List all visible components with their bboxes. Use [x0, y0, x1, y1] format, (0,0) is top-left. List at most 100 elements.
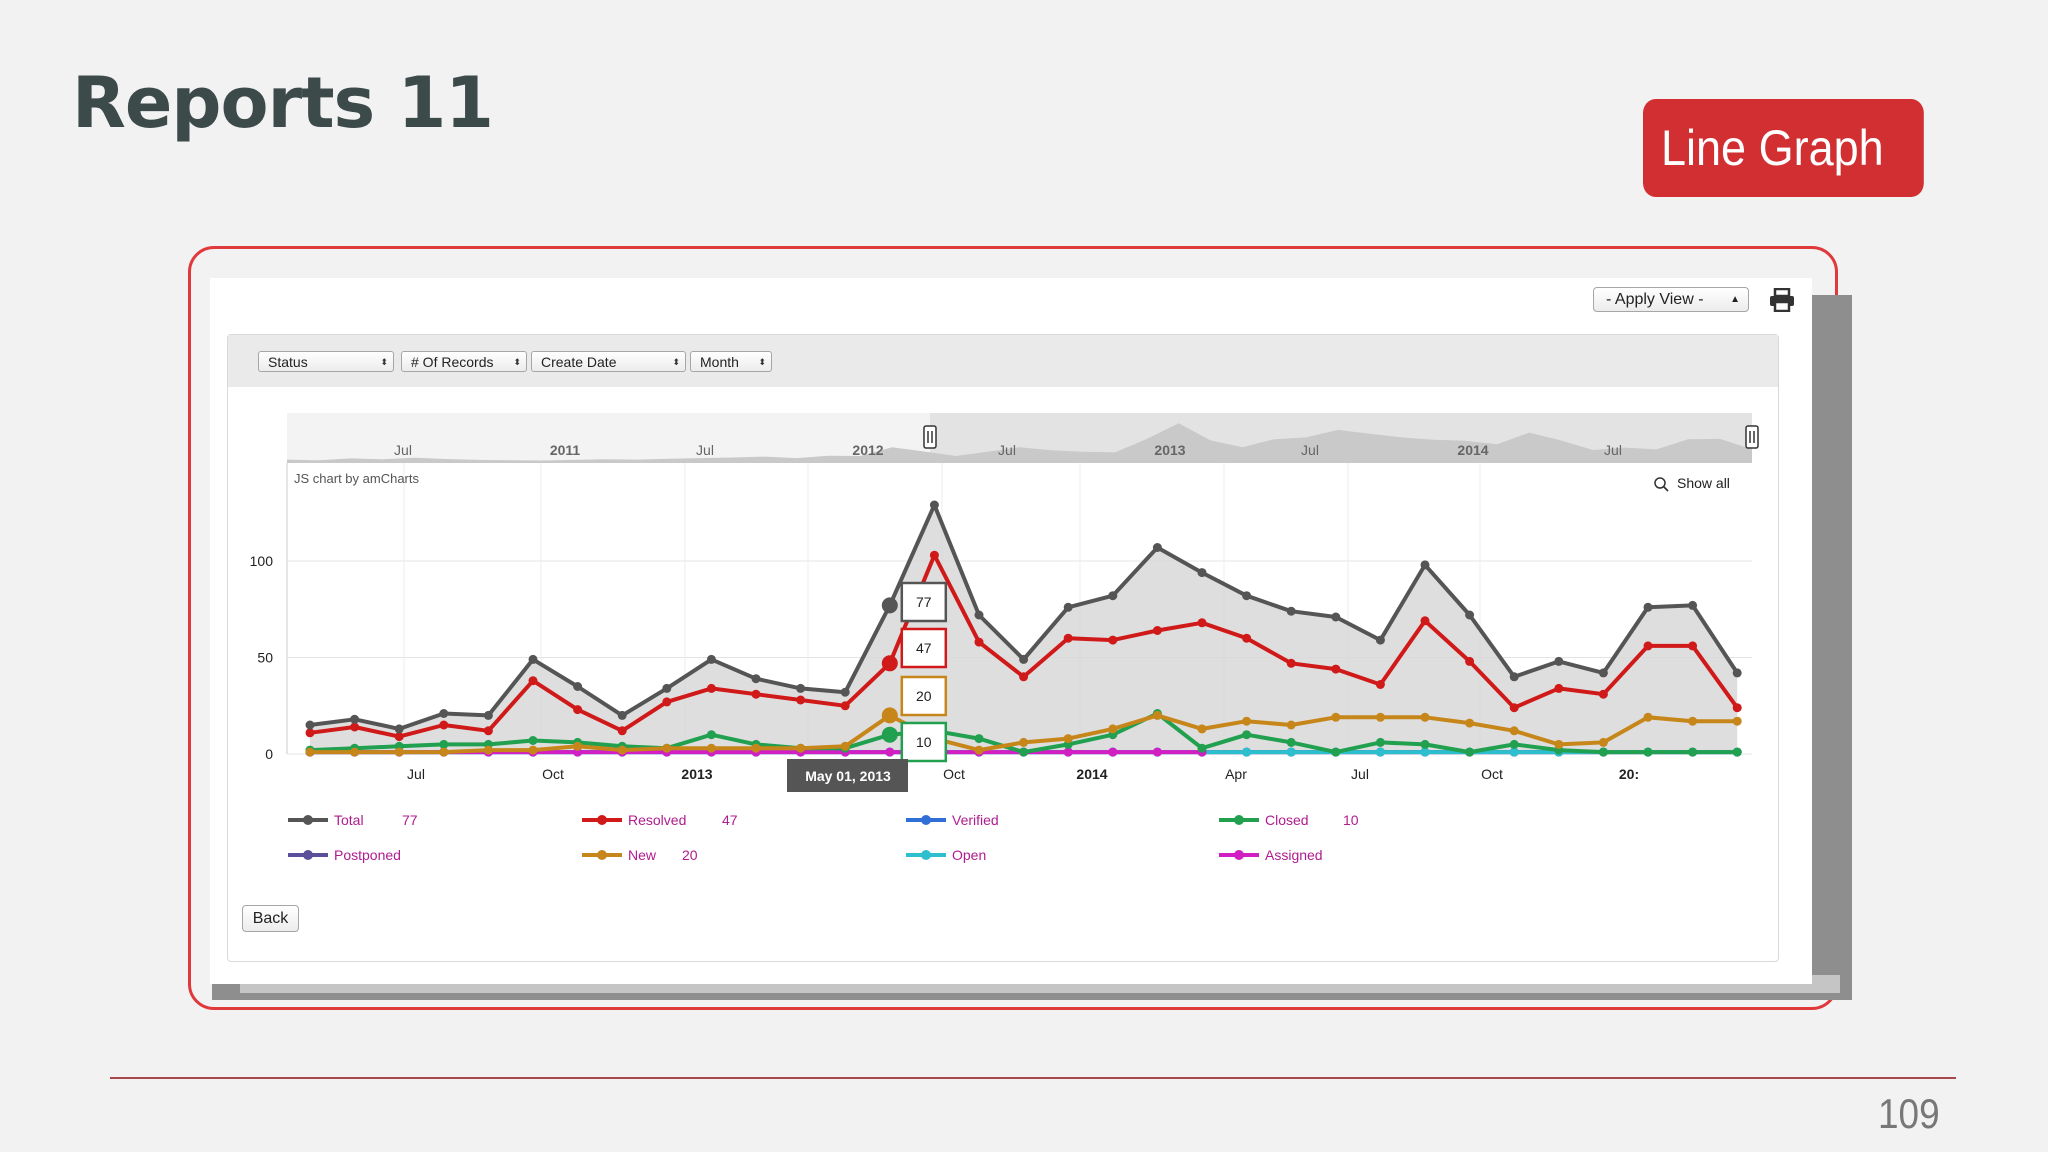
data-point[interactable]: [974, 637, 984, 647]
data-point[interactable]: [706, 730, 716, 740]
data-point[interactable]: [1420, 616, 1430, 626]
data-point[interactable]: [1286, 606, 1296, 616]
data-point[interactable]: [1554, 656, 1564, 666]
data-point[interactable]: [1197, 568, 1207, 578]
data-point[interactable]: [394, 747, 404, 757]
data-point[interactable]: [706, 683, 716, 693]
data-point[interactable]: [1242, 730, 1252, 740]
data-point[interactable]: [662, 683, 672, 693]
data-point[interactable]: [573, 705, 583, 715]
data-point[interactable]: [881, 597, 898, 614]
data-point[interactable]: [885, 747, 895, 757]
data-point[interactable]: [1420, 739, 1430, 749]
data-point[interactable]: [1643, 747, 1653, 757]
data-point[interactable]: [1152, 626, 1162, 635]
chart-credit[interactable]: JS chart by amCharts: [294, 471, 419, 486]
data-point[interactable]: [1554, 739, 1564, 749]
data-point[interactable]: [1509, 703, 1519, 713]
data-point[interactable]: [1465, 610, 1475, 620]
data-point[interactable]: [528, 654, 538, 664]
legend-item-resolved[interactable]: Resolved 47: [582, 812, 738, 828]
data-point[interactable]: [1286, 658, 1296, 668]
legend-item-assigned[interactable]: Assigned: [1219, 847, 1323, 863]
scrollbar-handle-right[interactable]: [1745, 425, 1759, 449]
data-point[interactable]: [974, 745, 984, 755]
data-point[interactable]: [1108, 747, 1118, 757]
data-point[interactable]: [751, 674, 761, 684]
data-point[interactable]: [528, 736, 538, 745]
data-point[interactable]: [840, 701, 850, 711]
data-point[interactable]: [929, 550, 939, 560]
data-point[interactable]: [1643, 641, 1653, 651]
data-point[interactable]: [305, 720, 315, 730]
data-point[interactable]: [1598, 747, 1608, 757]
data-point[interactable]: [1732, 703, 1742, 713]
legend-item-closed[interactable]: Closed 10: [1219, 812, 1359, 828]
data-point[interactable]: [1063, 734, 1073, 744]
data-point[interactable]: [1331, 612, 1341, 622]
chart-scrollbar[interactable]: Jul 2011 Jul 2012 Jul 2013 Jul 2014 Jul: [287, 413, 1759, 463]
data-point[interactable]: [929, 500, 939, 510]
data-point[interactable]: [1197, 724, 1207, 734]
data-point[interactable]: [1375, 712, 1385, 722]
data-point[interactable]: [796, 695, 806, 705]
data-point[interactable]: [706, 743, 716, 753]
data-point[interactable]: [840, 741, 850, 751]
data-point[interactable]: [1331, 747, 1341, 757]
data-point[interactable]: [1152, 710, 1162, 720]
scrollbar-handle-left[interactable]: [923, 425, 937, 449]
data-point[interactable]: [840, 687, 850, 697]
data-point[interactable]: [1688, 641, 1698, 651]
data-point[interactable]: [350, 722, 360, 732]
data-point[interactable]: [573, 682, 583, 691]
data-point[interactable]: [1688, 716, 1698, 726]
data-point[interactable]: [1643, 602, 1653, 612]
data-point[interactable]: [1465, 718, 1475, 728]
data-point[interactable]: [394, 724, 404, 734]
data-point[interactable]: [1019, 747, 1029, 757]
data-point[interactable]: [796, 683, 806, 693]
data-point[interactable]: [1152, 543, 1162, 552]
data-point[interactable]: [1242, 591, 1252, 601]
data-point[interactable]: [974, 734, 984, 744]
data-point[interactable]: [617, 745, 627, 755]
data-point[interactable]: [1420, 560, 1430, 570]
data-point[interactable]: [1242, 716, 1252, 726]
data-point[interactable]: [1286, 720, 1296, 730]
data-point[interactable]: [1554, 683, 1564, 693]
data-point[interactable]: [1509, 726, 1519, 736]
back-button[interactable]: Back: [242, 905, 299, 932]
data-point[interactable]: [1598, 737, 1608, 747]
data-point[interactable]: [881, 726, 898, 743]
data-point[interactable]: [483, 710, 493, 720]
data-point[interactable]: [617, 726, 627, 736]
data-point[interactable]: [1197, 618, 1207, 628]
data-point[interactable]: [1643, 712, 1653, 722]
data-point[interactable]: [1375, 680, 1385, 689]
data-point[interactable]: [1732, 716, 1742, 726]
data-point[interactable]: [1242, 747, 1252, 757]
data-point[interactable]: [1465, 656, 1475, 666]
data-point[interactable]: [617, 710, 627, 720]
data-point[interactable]: [706, 654, 716, 664]
data-point[interactable]: [1420, 747, 1430, 757]
data-point[interactable]: [1286, 737, 1296, 747]
data-point[interactable]: [881, 655, 898, 672]
apply-view-select[interactable]: - Apply View - ▲: [1593, 287, 1749, 312]
legend-item-postponed[interactable]: Postponed: [288, 847, 401, 863]
records-select[interactable]: # Of Records ⬍: [401, 351, 527, 372]
print-icon[interactable]: [1768, 288, 1796, 312]
data-point[interactable]: [1509, 739, 1519, 749]
data-point[interactable]: [1375, 747, 1385, 757]
data-point[interactable]: [350, 747, 360, 757]
period-select[interactable]: Month ⬍: [690, 351, 772, 372]
data-point[interactable]: [1375, 737, 1385, 747]
legend-item-total[interactable]: Total 77: [288, 812, 418, 828]
data-point[interactable]: [1108, 724, 1118, 734]
data-point[interactable]: [439, 709, 449, 718]
data-point[interactable]: [439, 720, 449, 730]
data-point[interactable]: [1598, 668, 1608, 678]
data-point[interactable]: [1152, 747, 1162, 757]
data-point[interactable]: [1019, 672, 1029, 682]
data-point[interactable]: [1509, 672, 1519, 682]
